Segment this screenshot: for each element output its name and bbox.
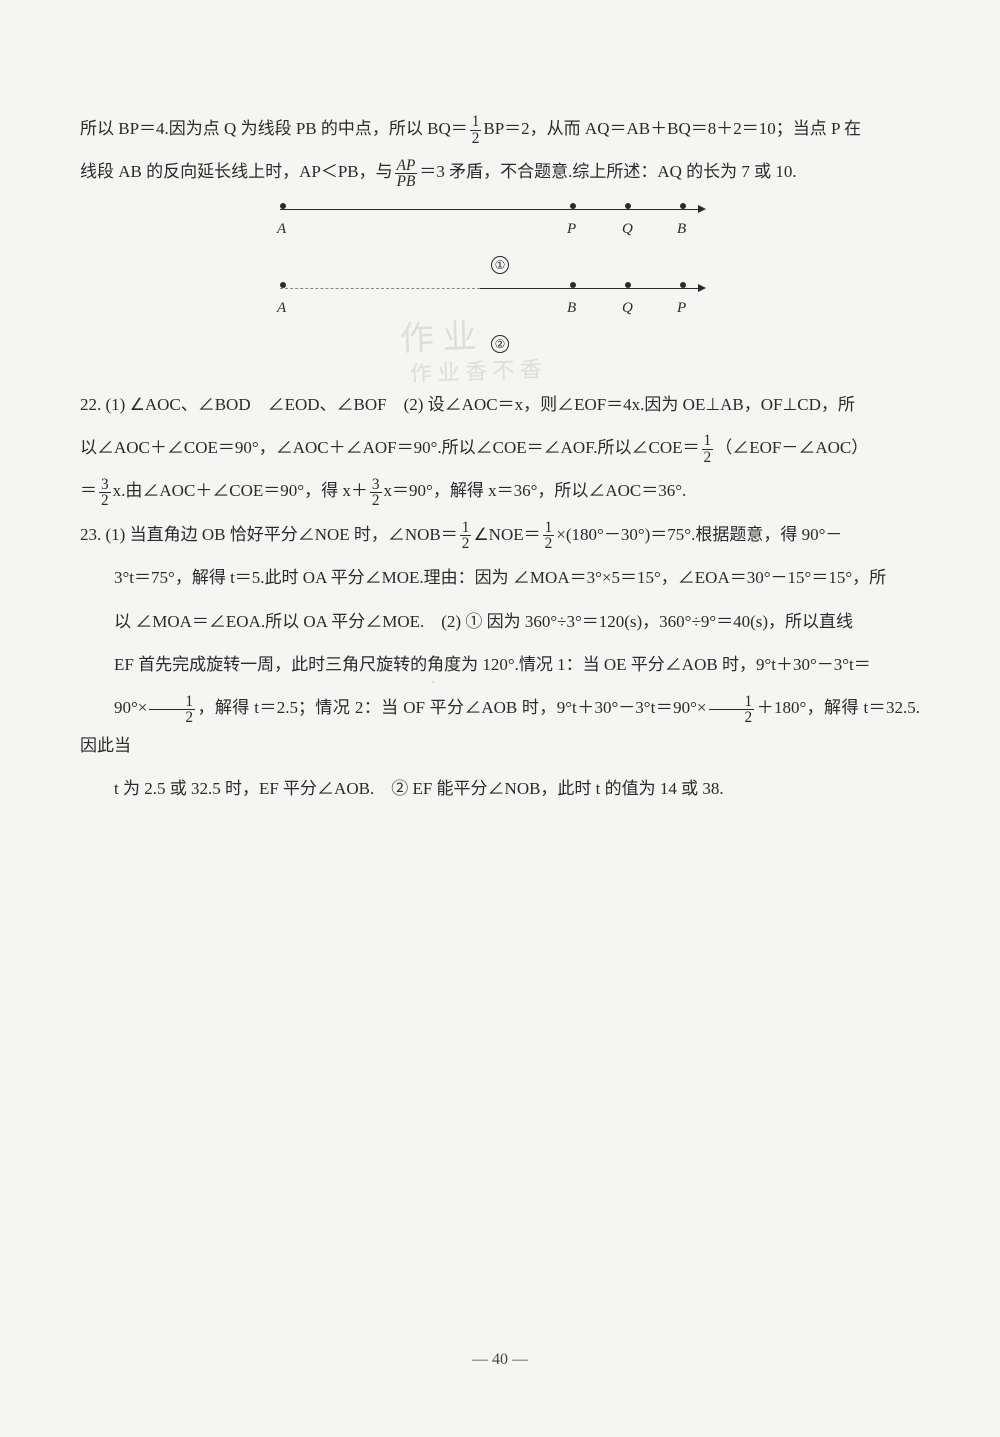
dash: — <box>512 1351 528 1368</box>
point <box>625 203 631 209</box>
text: x＝90°，解得 x＝36°，所以∠AOC＝36°. <box>384 481 687 500</box>
point-label: Q <box>622 292 633 325</box>
point-label: A <box>277 213 286 246</box>
numerator: 1 <box>702 433 714 449</box>
diagram-container: A P Q B ① A B Q P ② <box>280 203 720 362</box>
denominator: 2 <box>543 536 555 551</box>
page-num-value: 40 <box>492 1351 508 1368</box>
text: x.由∠AOC＋∠COE＝90°，得 x＋ <box>113 481 368 500</box>
q23-line: 90°×12，解得 t＝2.5；情况 2：当 OF 平分∠AOB 时，9°t＋3… <box>80 689 920 764</box>
numerator: 3 <box>370 477 382 493</box>
numerator: 1 <box>709 694 755 710</box>
text: ，解得 t＝2.5；情况 2：当 OF 平分∠AOB 时，9°t＋30°－3°t… <box>197 698 706 717</box>
numerator: 1 <box>149 694 195 710</box>
text: 线段 AB 的反向延长线上时，AP＜PB，与 <box>80 162 393 181</box>
text: 所以 BP＝4.因为点 Q 为线段 PB 的中点，所以 BQ＝ <box>80 119 468 138</box>
q22-line: 以∠AOC＋∠COE＝90°，∠AOC＋∠AOF＝90°.所以∠COE＝∠AOF… <box>80 429 920 466</box>
dash: — <box>472 1351 488 1368</box>
dashed-line <box>280 288 480 289</box>
point-label: B <box>567 292 576 325</box>
text: BP＝2，从而 AQ＝AB＋BQ＝8＋2＝10；当点 P 在 <box>483 119 861 138</box>
point <box>570 203 576 209</box>
fraction: 32 <box>99 477 111 509</box>
point <box>280 203 286 209</box>
text: ×(180°－30°)＝75°.根据题意，得 90°－ <box>556 525 842 544</box>
q22-line: 22. (1) ∠AOC、∠BOD ∠EOD、∠BOF (2) 设∠AOC＝x，… <box>80 386 920 423</box>
point-label: B <box>677 213 686 246</box>
solution-text: 所以 BP＝4.因为点 Q 为线段 PB 的中点，所以 BQ＝12BP＝2，从而… <box>80 110 920 147</box>
circled-number: ② <box>491 335 509 353</box>
denominator: PB <box>395 174 418 189</box>
q23-line: 3°t＝75°，解得 t＝5.此时 OA 平分∠MOE.理由：因为 ∠MOA＝3… <box>80 559 920 596</box>
text: 以∠AOC＋∠COE＝90°，∠AOC＋∠AOF＝90°.所以∠COE＝∠AOF… <box>80 438 700 457</box>
text: ＝ <box>80 481 97 500</box>
text: ∠NOE＝ <box>473 525 540 544</box>
denominator: 2 <box>470 131 482 146</box>
text: （∠EOF－∠AOC） <box>715 438 868 457</box>
q23-line: t 为 2.5 或 32.5 时，EF 平分∠AOB. ② EF 能平分∠NOB… <box>80 770 920 807</box>
fraction: 32 <box>370 477 382 509</box>
fraction: APPB <box>395 158 418 190</box>
denominator: 2 <box>460 536 472 551</box>
solution-text: 线段 AB 的反向延长线上时，AP＜PB，与APPB＝3 矛盾，不合题意.综上所… <box>80 153 920 190</box>
denominator: 2 <box>709 710 755 725</box>
text: 90°× <box>114 698 147 717</box>
arrow-right-icon <box>698 284 706 292</box>
point-label: P <box>677 292 686 325</box>
segment-line <box>280 209 700 210</box>
segment-line <box>480 288 700 289</box>
denominator: 2 <box>702 450 714 465</box>
page-number: — 40 — <box>0 1342 1000 1377</box>
q23-line: 23. (1) 当直角边 OB 恰好平分∠NOE 时，∠NOB＝12∠NOE＝1… <box>80 516 920 553</box>
fraction: 12 <box>543 520 555 552</box>
numerator: 1 <box>460 520 472 536</box>
fraction: 12 <box>702 433 714 465</box>
fraction: 12 <box>460 520 472 552</box>
numerator: 1 <box>543 520 555 536</box>
numerator: 3 <box>99 477 111 493</box>
denominator: 2 <box>99 493 111 508</box>
q23-line: EF 首先完成旋转一周，此时三角尺旋转的角度为 120°.情况 1：当 OE 平… <box>80 646 920 683</box>
fraction: 12 <box>709 694 755 726</box>
fraction: 12 <box>149 694 195 726</box>
point-label: A <box>277 292 286 325</box>
circled-number: ① <box>491 256 509 274</box>
arrow-right-icon <box>698 205 706 213</box>
denominator: 2 <box>149 710 195 725</box>
point <box>680 203 686 209</box>
diagram-number: ② <box>280 324 720 361</box>
diagram-2: A B Q P <box>280 282 720 318</box>
diagram-1: A P Q B <box>280 203 720 239</box>
q23-line: 以 ∠MOA＝∠EOA.所以 OA 平分∠MOE. (2) ① 因为 360°÷… <box>80 603 920 640</box>
numerator: AP <box>395 158 418 174</box>
page-content: 所以 BP＝4.因为点 Q 为线段 PB 的中点，所以 BQ＝12BP＝2，从而… <box>80 110 920 807</box>
text: 23. (1) 当直角边 OB 恰好平分∠NOE 时，∠NOB＝ <box>80 525 458 544</box>
fraction: 12 <box>470 114 482 146</box>
text: ＝3 矛盾，不合题意.综上所述：AQ 的长为 7 或 10. <box>419 162 796 181</box>
point-label: P <box>567 213 576 246</box>
denominator: 2 <box>370 493 382 508</box>
q22-line: ＝32x.由∠AOC＋∠COE＝90°，得 x＋32x＝90°，解得 x＝36°… <box>80 472 920 509</box>
point-label: Q <box>622 213 633 246</box>
diagram-number: ① <box>280 245 720 282</box>
numerator: 1 <box>470 114 482 130</box>
